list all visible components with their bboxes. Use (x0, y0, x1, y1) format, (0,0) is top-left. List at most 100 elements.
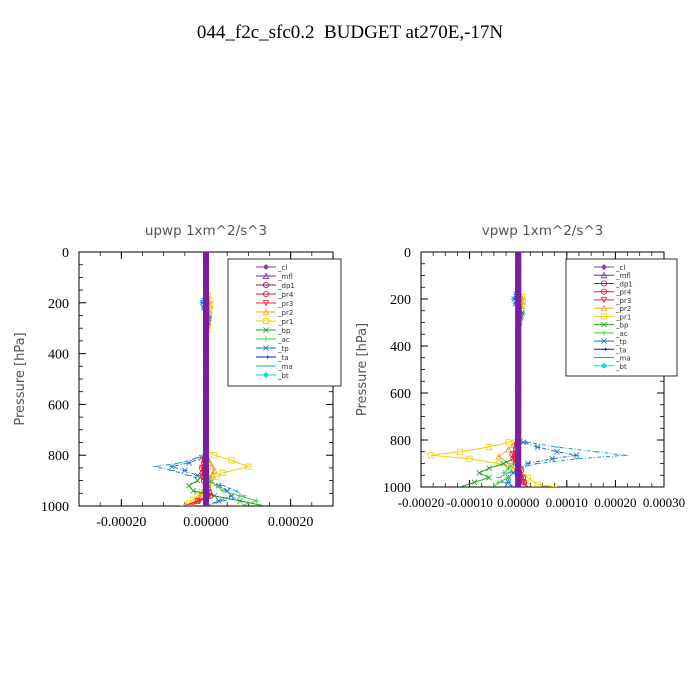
zero-profile-marker (515, 443, 522, 448)
zero-profile-marker (203, 465, 209, 470)
panel-title: vpwp 1xm^2/s^3 (482, 223, 604, 239)
legend-item: _pr1 (594, 313, 631, 321)
zero-profile-marker (515, 364, 522, 369)
legend: _cl_mfl_dp1_pr4_pr3_pr2_pr1_bp_ac_tp_ta_… (565, 258, 678, 377)
zero-profile-marker (515, 329, 522, 334)
legend-swatch-marker (601, 347, 608, 352)
legend-box (227, 258, 342, 387)
legend-label: _bt (615, 363, 627, 371)
zero-profile-marker (515, 276, 522, 281)
legend-swatch-marker (263, 336, 269, 342)
zero-profile-marker (515, 258, 522, 263)
legend-swatch-marker (600, 296, 608, 304)
zero-profile-marker (203, 342, 209, 347)
zero-profile-marker (515, 464, 522, 469)
legend-label: _ma (277, 363, 293, 371)
zero-profile-marker (203, 310, 209, 315)
zero-profile-marker (203, 408, 209, 413)
legend-label: _ac (277, 336, 290, 344)
legend-label: _ta (277, 354, 289, 362)
zero-profile-marker (515, 317, 522, 322)
zero-profile-marker (515, 458, 522, 463)
zero-profile-marker (203, 338, 209, 343)
data-point (519, 479, 527, 486)
zero-profile-marker (203, 354, 209, 359)
legend-label: _bt (277, 372, 289, 380)
data-point (219, 469, 226, 476)
zero-profile-marker (203, 389, 209, 394)
zero-profile-marker (203, 491, 209, 496)
zero-profile-marker (203, 351, 209, 356)
legend-label: _cl (277, 264, 287, 272)
zero-profile-marker (515, 435, 522, 440)
zero-profile-marker (203, 402, 209, 407)
x-tick-label: 0.00020 (268, 515, 314, 530)
zero-profile-marker (515, 432, 522, 437)
legend-label: _dp1 (277, 282, 295, 290)
y-tick-label: 0 (404, 246, 411, 261)
zero-profile-marker (515, 379, 522, 384)
data-point (254, 498, 260, 504)
x-tick-label: 0.00010 (546, 495, 588, 510)
data-point (510, 464, 517, 472)
zero-profile-marker (203, 392, 209, 397)
data-point (505, 479, 512, 486)
y-tick-label: 1000 (383, 481, 411, 496)
legend-swatch-marker (601, 280, 608, 287)
zero-profile-marker (203, 253, 209, 258)
zero-profile-marker (203, 504, 209, 506)
data-point (505, 439, 512, 446)
data-point (534, 481, 541, 487)
legend-item: _bp (594, 322, 629, 330)
zero-profile-marker (515, 320, 522, 325)
zero-profile-marker (515, 264, 522, 269)
zero-profile-marker (515, 358, 522, 363)
data-point (501, 470, 507, 476)
legend-label: _pr3 (277, 300, 293, 308)
zero-profile-marker (515, 396, 522, 401)
zero-profile-marker (203, 284, 209, 289)
data-point (211, 492, 218, 499)
zero-profile-marker (203, 259, 209, 264)
legend-item: _ac (256, 336, 290, 344)
legend-swatch-marker (601, 338, 607, 344)
zero-profile-marker (203, 272, 209, 277)
data-point (486, 444, 493, 451)
zero-profile-marker (203, 313, 209, 318)
legend-item: _pr4 (594, 288, 632, 297)
zero-profile-marker (203, 440, 209, 445)
legend-item: _pr2 (594, 304, 631, 313)
series-group (427, 252, 628, 487)
zero-profile-marker (515, 423, 522, 428)
y-tick-label: 200 (48, 297, 69, 312)
chart-panel-1: upwp 1xm^2/s^3 Pressure [hPa] 0 200 400 600 80… (13, 223, 342, 530)
zero-profile-marker (515, 270, 522, 275)
data-point (427, 452, 434, 459)
legend-label: _tp (615, 338, 627, 346)
data-point (486, 465, 492, 472)
zero-profile-marker (515, 335, 522, 340)
legend-item: _pr2 (256, 308, 293, 317)
legend-swatch-marker (601, 330, 607, 336)
data-point (549, 455, 556, 462)
zero-profile-marker (203, 265, 209, 270)
legend-item: _pr3 (594, 297, 631, 305)
data-point (181, 467, 188, 474)
y-tick-label: 800 (390, 434, 411, 449)
legend-item: _mfl (594, 271, 631, 280)
zero-profile-marker (515, 326, 522, 331)
legend-swatch-marker (600, 362, 608, 369)
legend-swatch-marker (600, 304, 608, 312)
zero-profile-marker (203, 380, 209, 385)
legend-swatch-marker (262, 290, 269, 297)
zero-profile-marker (203, 326, 209, 331)
legend-item: _ac (594, 330, 628, 338)
legend-item: _bp (256, 327, 291, 335)
y-tick-label: 600 (48, 398, 69, 413)
zero-profile-marker (203, 446, 209, 451)
data-point (573, 452, 580, 459)
legend-label: _pr4 (277, 291, 294, 299)
data-point (209, 470, 216, 478)
zero-profile-marker (515, 385, 522, 390)
legend-item: _pr3 (256, 299, 293, 308)
